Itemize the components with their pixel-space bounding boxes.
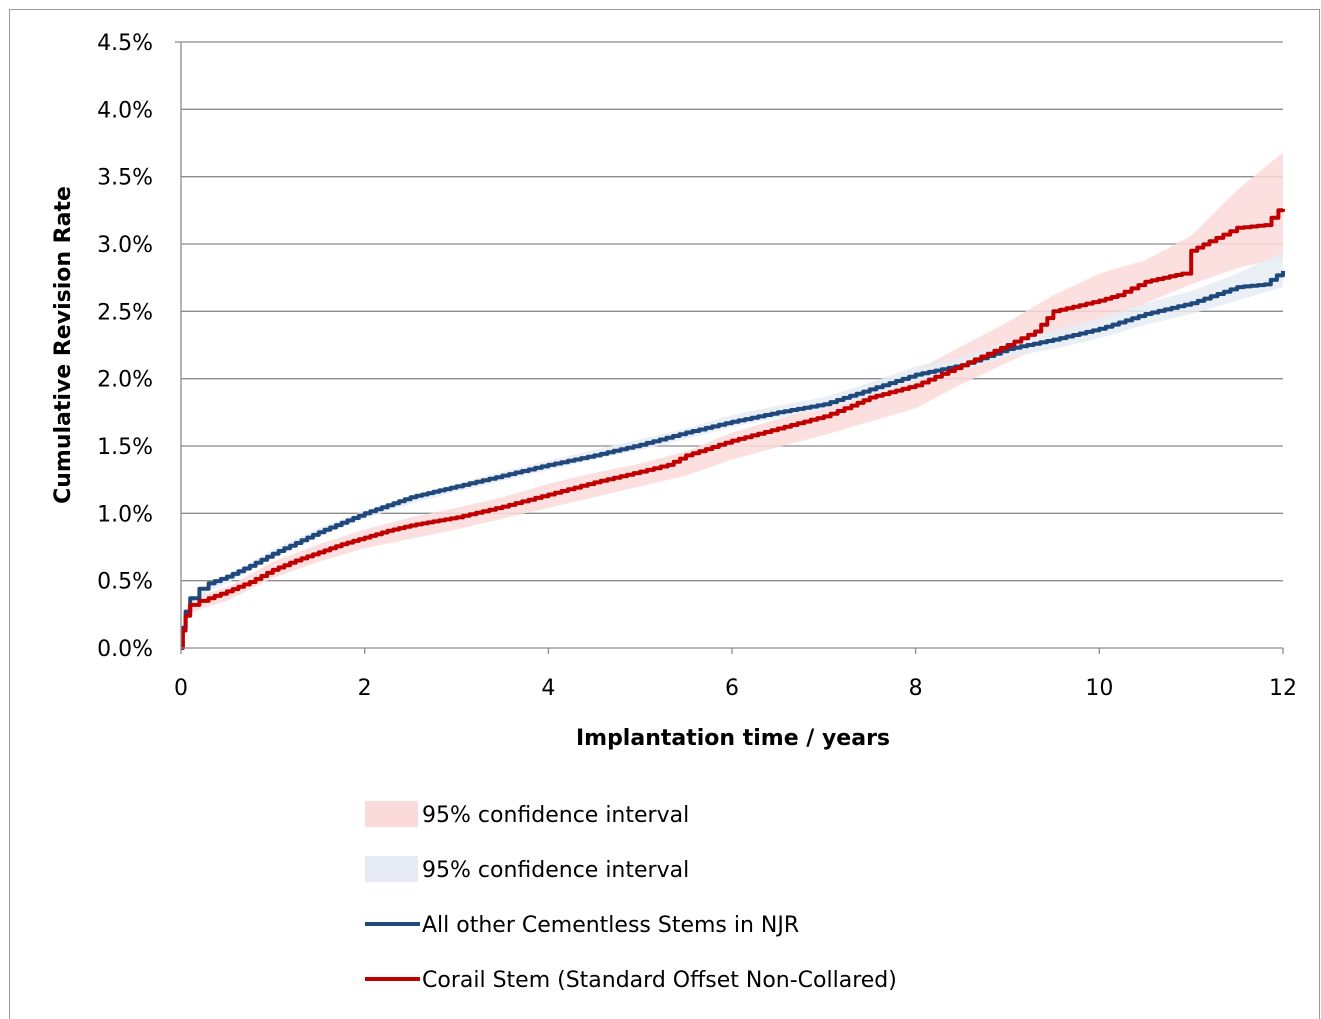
legend-swatch-band [365,856,418,882]
y-tick-label: 4.5% [97,31,153,56]
axes: 0.0% 0.5% 1.0% 1.5% 2.0% 2.5% 3.0% 3.5% 4.0% 4.5%… [97,31,1297,701]
series-lines [180,208,1285,650]
legend: 95% confidence interval 95% confidence in… [365,801,897,993]
y-tick-label: 4.0% [97,98,153,123]
y-tick-label: 1.5% [97,435,153,460]
x-tick-label: 0 [174,676,188,701]
legend-label: 95% confidence interval [422,858,689,883]
y-tick-label: 0.5% [97,570,153,595]
y-tick-label: 2.5% [97,300,153,325]
x-tick-label: 10 [1085,676,1113,701]
y-tick-label: 1.0% [97,502,153,527]
x-tick-label: 8 [909,676,923,701]
chart-frame [9,9,1320,1019]
legend-swatch-band [365,801,418,827]
series-line-other-stems [180,270,1285,650]
legend-label: 95% confidence interval [422,803,689,828]
y-axis-title: Cumulative Revision Rate [51,186,76,504]
confidence-band-1 [181,152,1283,648]
x-tick-label: 12 [1269,676,1297,701]
x-tick-label: 2 [358,676,372,701]
y-tick-label: 0.0% [97,637,153,662]
legend-label: Corail Stem (Standard Offset Non-Collare… [422,968,897,993]
y-tick-label: 3.0% [97,233,153,258]
y-tick-label: 3.5% [97,166,153,191]
x-tick-label: 4 [541,676,555,701]
y-tick-label: 2.0% [97,368,153,393]
x-tick-label: 6 [725,676,739,701]
legend-label: All other Cementless Stems in NJR [422,913,799,938]
series-line-corail [180,208,1285,650]
x-axis-title: Implantation time / years [576,726,890,751]
confidence-bands [181,152,1283,648]
